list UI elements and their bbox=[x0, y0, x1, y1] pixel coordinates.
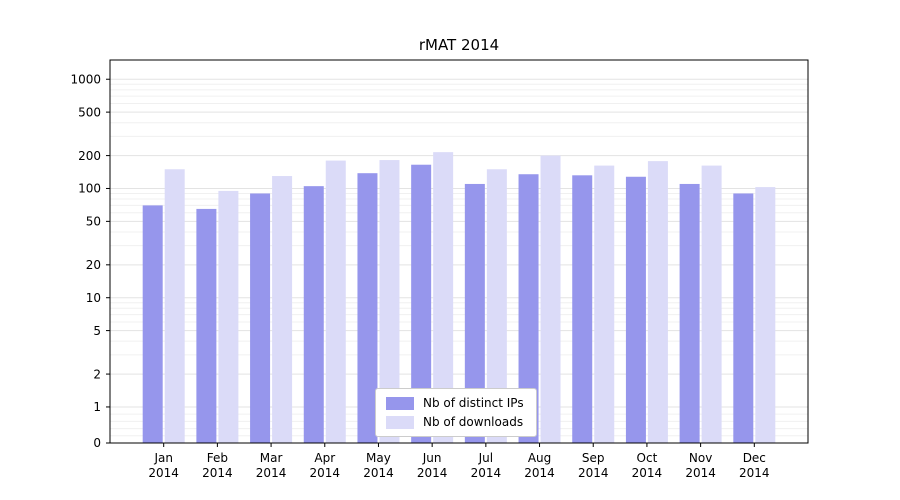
legend-item-downloads: Nb of downloads bbox=[386, 415, 524, 429]
x-tick-label-year: 2014 bbox=[256, 466, 287, 480]
bar-distinct-ips bbox=[518, 174, 539, 443]
y-tick-label: 10 bbox=[86, 291, 101, 305]
bar-downloads bbox=[218, 190, 239, 443]
bar-distinct-ips bbox=[733, 193, 754, 443]
x-tick-label-month: Nov bbox=[689, 451, 712, 465]
bar-distinct-ips bbox=[303, 186, 324, 443]
x-tick-label-year: 2014 bbox=[202, 466, 233, 480]
bar-downloads bbox=[379, 160, 400, 444]
bar-downloads bbox=[594, 165, 615, 444]
x-tick-label-month: Jan bbox=[153, 451, 173, 465]
x-tick-label-year: 2014 bbox=[309, 466, 340, 480]
bar-downloads bbox=[701, 165, 722, 444]
x-tick-label-year: 2014 bbox=[578, 466, 609, 480]
x-tick-label-month: Jun bbox=[422, 451, 442, 465]
x-tick-label-month: Feb bbox=[207, 451, 228, 465]
x-tick-label-month: Dec bbox=[743, 451, 766, 465]
x-tick-label-month: Aug bbox=[528, 451, 551, 465]
bar-distinct-ips bbox=[572, 175, 593, 443]
y-tick-label: 20 bbox=[86, 258, 101, 272]
x-tick-label-month: Apr bbox=[314, 451, 335, 465]
bar-distinct-ips bbox=[196, 208, 217, 443]
x-tick-label-month: Oct bbox=[637, 451, 658, 465]
bar-distinct-ips bbox=[411, 164, 432, 443]
legend-swatch-distinct-ips bbox=[386, 396, 414, 410]
y-tick-label: 5 bbox=[93, 324, 101, 338]
chart-title: rMAT 2014 bbox=[418, 36, 500, 54]
x-tick-label-year: 2014 bbox=[685, 466, 716, 480]
bar-distinct-ips bbox=[250, 193, 271, 443]
x-tick-label-year: 2014 bbox=[471, 466, 502, 480]
bar-distinct-ips bbox=[464, 183, 485, 443]
x-tick-label-year: 2014 bbox=[363, 466, 394, 480]
y-tick-label: 1000 bbox=[70, 72, 101, 86]
bar-downloads bbox=[272, 176, 293, 443]
x-tick-label-year: 2014 bbox=[632, 466, 663, 480]
legend-item-distinct-ips: Nb of distinct IPs bbox=[386, 396, 524, 410]
legend: Nb of distinct IPs Nb of downloads bbox=[375, 388, 537, 437]
y-tick-label: 100 bbox=[78, 182, 101, 196]
y-tick-label: 200 bbox=[78, 149, 101, 163]
bar-distinct-ips bbox=[357, 173, 378, 443]
bar-distinct-ips bbox=[625, 176, 646, 443]
bar-downloads bbox=[486, 169, 507, 443]
x-tick-label-year: 2014 bbox=[417, 466, 448, 480]
y-tick-label: 1 bbox=[93, 400, 101, 414]
bar-downloads bbox=[325, 160, 346, 444]
bar-downloads bbox=[164, 169, 185, 443]
x-tick-label-month: Jul bbox=[478, 451, 493, 465]
legend-label-distinct-ips: Nb of distinct IPs bbox=[423, 396, 524, 410]
y-tick-label: 2 bbox=[93, 367, 101, 381]
legend-swatch-downloads bbox=[386, 415, 414, 429]
x-tick-label-year: 2014 bbox=[148, 466, 179, 480]
x-tick-label-year: 2014 bbox=[739, 466, 770, 480]
x-tick-label-year: 2014 bbox=[524, 466, 555, 480]
bar-downloads bbox=[433, 152, 454, 443]
x-tick-label-month: Mar bbox=[260, 451, 283, 465]
bar-downloads bbox=[647, 161, 668, 443]
plot-border bbox=[109, 59, 809, 444]
bar-downloads bbox=[540, 155, 561, 444]
bar-downloads bbox=[755, 187, 776, 443]
y-tick-label: 0 bbox=[93, 436, 101, 450]
bar-distinct-ips bbox=[679, 183, 700, 443]
x-tick-label-month: May bbox=[366, 451, 391, 465]
bar-distinct-ips bbox=[142, 205, 163, 443]
x-tick-label-month: Sep bbox=[582, 451, 605, 465]
y-tick-label: 50 bbox=[86, 215, 101, 229]
legend-label-downloads: Nb of downloads bbox=[423, 415, 524, 429]
y-tick-label: 500 bbox=[78, 105, 101, 119]
